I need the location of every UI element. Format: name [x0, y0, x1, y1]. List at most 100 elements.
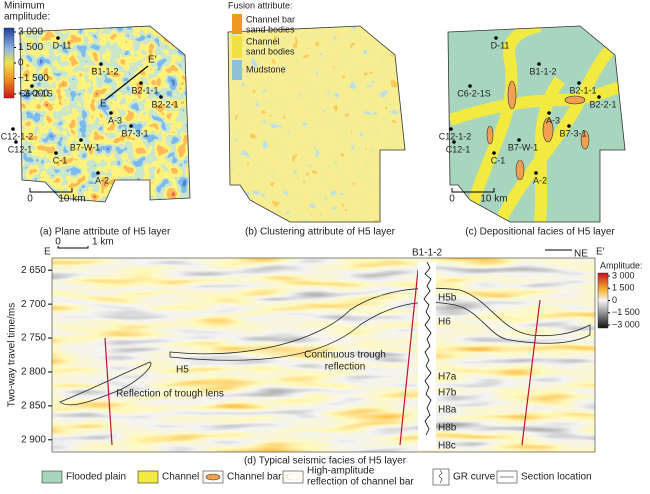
cluster-map: [228, 26, 405, 222]
well-label: D-11: [53, 40, 72, 50]
colorbar-tick-label: −1 500: [18, 73, 49, 84]
well-dot: [139, 81, 143, 85]
annotation: reflection: [325, 362, 366, 373]
legend-b-swatches: [232, 14, 242, 80]
gr-curve: [423, 261, 432, 436]
well-dot: [517, 138, 521, 142]
well-dot: [547, 111, 551, 115]
seismic-section: [52, 258, 595, 452]
facies-map: [448, 26, 625, 222]
colorbar-title: Amplitude:: [600, 260, 643, 270]
well-dot: [567, 124, 571, 128]
horizon-label: H8b: [438, 423, 457, 434]
well-label: B7-3-1: [559, 128, 586, 138]
colorbar-tick-label: 1 500: [612, 283, 635, 293]
annotation: Continuous trough: [304, 350, 386, 361]
well-label: B1-1-2: [91, 66, 118, 76]
y-tick-label: 2 650: [21, 265, 46, 276]
well-dot: [96, 171, 100, 175]
colorbar-tick-label: −3 000: [612, 319, 640, 329]
well-label: C12-1-2: [1, 131, 34, 141]
well-dot: [129, 124, 133, 128]
y-tick-label: 2 800: [21, 367, 46, 378]
colorbar-tick-label: 1 500: [18, 42, 43, 53]
horizon-label: H8c: [438, 441, 456, 452]
well-label: A-2: [95, 175, 109, 185]
well-label: C12-1: [8, 144, 33, 154]
scale-label: 0: [449, 194, 455, 205]
well-label: D-11: [491, 40, 510, 50]
well-dot: [468, 84, 472, 88]
colorbar: [597, 272, 609, 329]
colorbar-tick-label: 0: [18, 58, 24, 69]
well-label: B2-1-1: [569, 85, 596, 95]
well-label: C12-1: [446, 144, 471, 154]
colorbar: [3, 27, 15, 99]
well-label: C6-2-1S: [19, 88, 53, 98]
legend-label: sand bodies: [246, 24, 295, 34]
legend-label: sand bodies: [246, 46, 295, 56]
well-dot: [452, 140, 456, 144]
well-dot: [56, 36, 60, 40]
scale-bars: [29, 188, 495, 249]
scale-label: 10 km: [58, 194, 85, 205]
well-label: B7-W-1: [508, 142, 538, 152]
well-label: C-1: [53, 155, 68, 165]
well-dot: [54, 151, 58, 155]
scale-label: 1 km: [92, 237, 114, 248]
legend-label: Flooded plain: [66, 472, 126, 483]
colorbar-tick-label: 3 000: [18, 27, 43, 38]
section-line: [104, 65, 149, 101]
legend-label: Mudstone: [246, 64, 286, 74]
colorbar-title: amplitude:: [4, 12, 50, 23]
well-dot: [537, 62, 541, 66]
well-dot: [597, 95, 601, 99]
scale-label: 10 km: [480, 194, 507, 205]
well-dot: [99, 62, 103, 66]
well-label: B1-1-2: [412, 248, 442, 259]
caption: (b) Clustering attribute of H5 layer: [245, 227, 396, 238]
caption: (a) Plane attribute of H5 layer: [40, 227, 171, 238]
y-tick-label: 2 700: [21, 299, 46, 310]
well-label: B1-1-2: [529, 66, 556, 76]
section-end: E: [44, 247, 51, 258]
annotation: Reflection of trough lens: [116, 389, 224, 400]
well-label: B7-W-1: [70, 142, 100, 152]
colorbar-tick-label: −3 000: [18, 89, 49, 100]
horizon-label: H6: [438, 317, 451, 328]
legend-label: reflection of channel bar: [307, 477, 414, 488]
well-dot: [159, 95, 163, 99]
scale-label: 0: [27, 194, 33, 205]
well-label: B2-1-1: [131, 85, 158, 95]
colorbar-tick-label: 3 000: [612, 270, 635, 280]
well-dot: [30, 84, 34, 88]
section-end: E′: [148, 55, 157, 66]
well-dot: [79, 138, 83, 142]
outlines: [19, 25, 626, 223]
legend-label: Channel: [162, 472, 199, 483]
direction: NE: [574, 249, 588, 260]
well-label: A-3: [546, 115, 560, 125]
horizon-label: H7b: [438, 388, 457, 399]
legend-label: GR curve: [453, 472, 496, 483]
well-dot: [577, 81, 581, 85]
scale-label: 0: [55, 237, 61, 248]
legend-label: Section location: [521, 472, 592, 483]
y-tick-label: 2 850: [21, 401, 46, 412]
horizon-label: H5: [176, 365, 189, 376]
well-label: A-2: [533, 175, 547, 185]
legend-label: Channel bar: [227, 472, 282, 483]
well-dot: [534, 171, 538, 175]
well-label: A-3: [108, 115, 122, 125]
well-dot: [449, 127, 453, 131]
legend-swatches: [41, 468, 518, 486]
colorbar-tick-label: −1 500: [612, 307, 640, 317]
horizon-label: H5b: [438, 293, 457, 304]
amplitude-map: [20, 26, 190, 202]
caption: (c) Depositional facies of H5 layer: [465, 227, 615, 238]
y-axis-label: Two-way travel time/ms: [7, 303, 18, 407]
well-label: C12-1-2: [439, 131, 472, 141]
well-label: B2-2-1: [589, 99, 616, 109]
well-dot: [109, 111, 113, 115]
interpretation: [59, 287, 591, 406]
